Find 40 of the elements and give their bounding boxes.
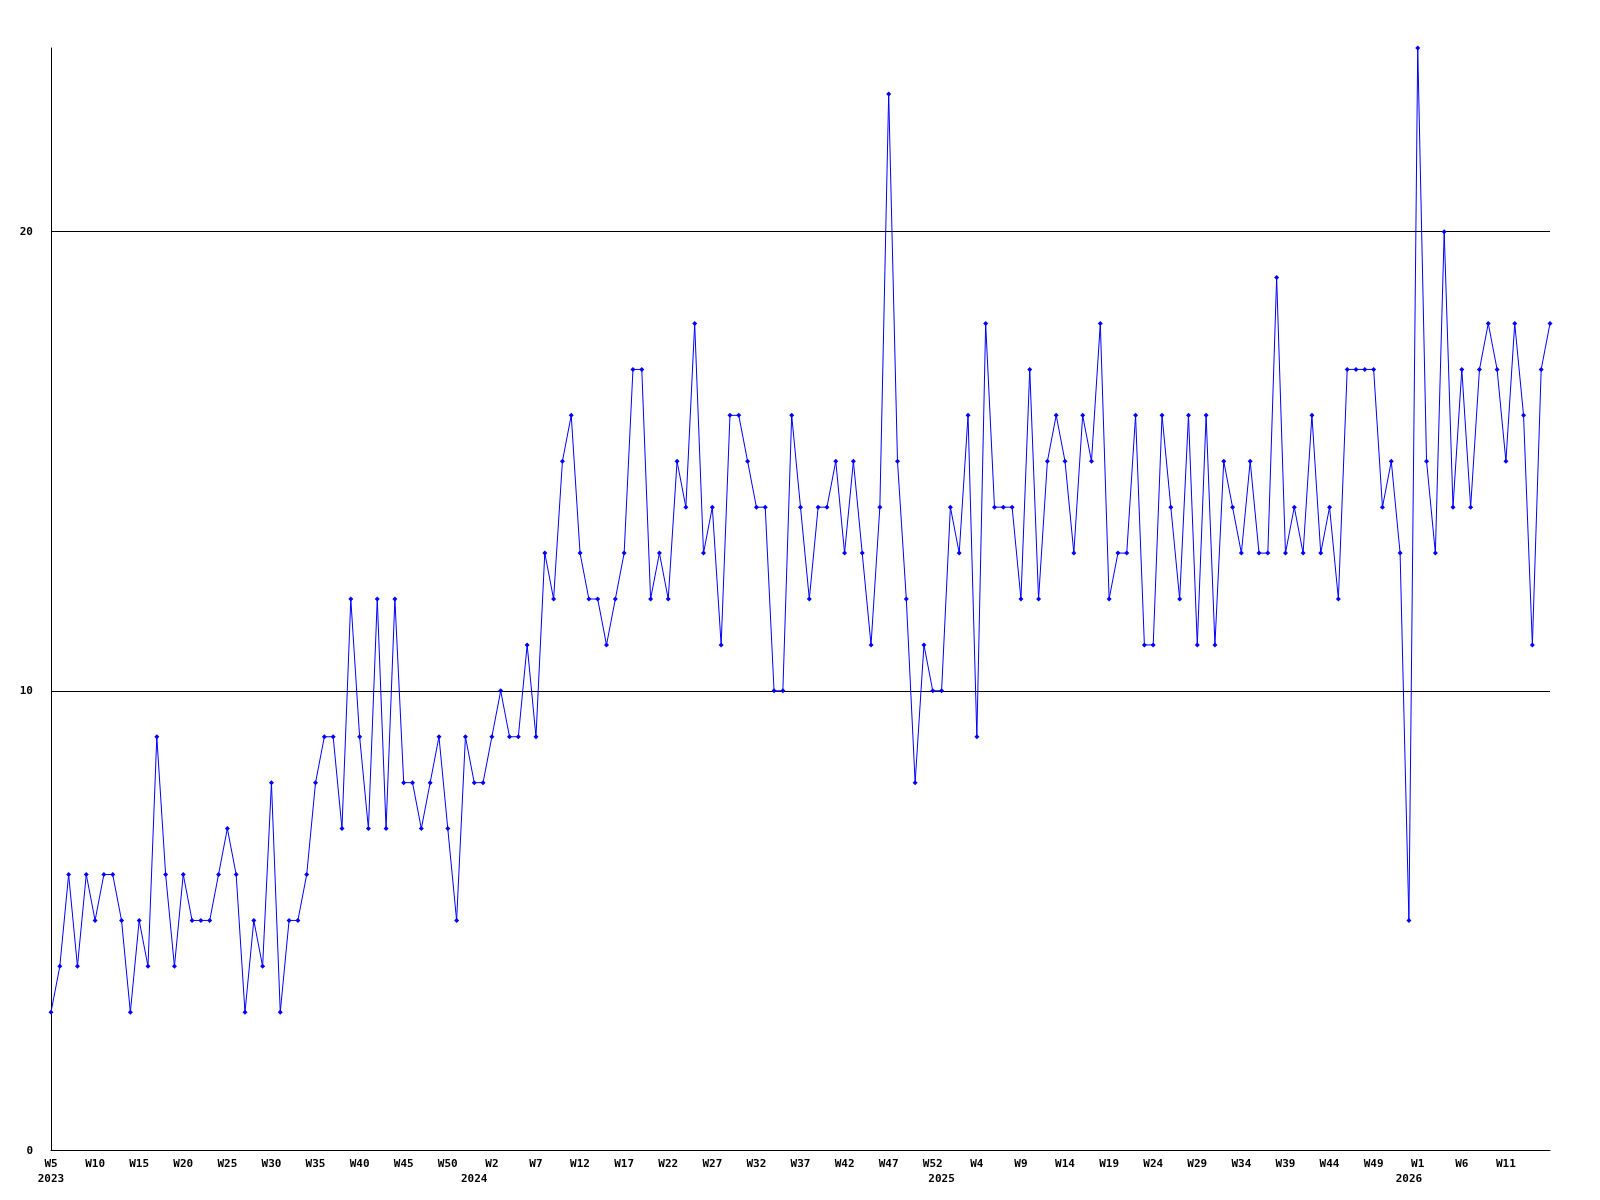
x-tick-label: W50: [437, 1157, 458, 1170]
x-tick-label: W14: [1055, 1157, 1076, 1170]
y-tick-label: 20: [19, 225, 33, 239]
x-tick-label: W20: [173, 1157, 194, 1170]
x-tick-label: W42: [834, 1157, 855, 1170]
x-tick-label: W47: [878, 1157, 899, 1170]
x-tick-label: W1: [1411, 1157, 1425, 1170]
x-tick-label: 2024: [461, 1172, 488, 1185]
x-tick-label: W7: [529, 1157, 543, 1170]
x-tick-label: W17: [614, 1157, 635, 1170]
x-tick-label: W44: [1319, 1157, 1340, 1170]
x-tick-label: W15: [129, 1157, 150, 1170]
x-tick-label: W9: [1014, 1157, 1028, 1170]
x-tick-label: W32: [746, 1157, 767, 1170]
x-tick-label: W49: [1363, 1157, 1384, 1170]
x-tick-label: W24: [1143, 1157, 1164, 1170]
x-tick-label: W34: [1231, 1157, 1252, 1170]
x-tick-label: W10: [85, 1157, 106, 1170]
x-tick-label: W11: [1495, 1157, 1517, 1170]
x-tick-label: 2026: [1395, 1172, 1423, 1185]
x-tick-label: W5 2023: [37, 1157, 65, 1185]
x-tick-label: W12: [570, 1157, 590, 1170]
x-tick-label: W45: [393, 1157, 414, 1170]
x-tick-label: W6: [1455, 1157, 1469, 1170]
x-tick-label: W2: [485, 1157, 499, 1170]
x-tick-label: W40: [349, 1157, 370, 1170]
y-tick-label: 0: [26, 1143, 33, 1157]
x-tick-label: W52: [922, 1157, 943, 1170]
x-tick-label: W27: [702, 1157, 723, 1170]
x-tick-label: W29: [1187, 1157, 1208, 1170]
x-tick-label: W19: [1099, 1157, 1120, 1170]
y-tick-label: 10: [19, 684, 33, 698]
x-tick-label: W25: [217, 1157, 238, 1170]
x-tick-label: W30: [261, 1157, 282, 1170]
x-tick-label: W37: [790, 1157, 811, 1170]
x-tick-label: 2025: [928, 1172, 955, 1185]
x-tick-label: W39: [1275, 1157, 1296, 1170]
x-tick-label: W4: [970, 1157, 984, 1170]
x-tick-label: W22: [658, 1157, 679, 1170]
x-tick-label: W35: [305, 1157, 326, 1170]
